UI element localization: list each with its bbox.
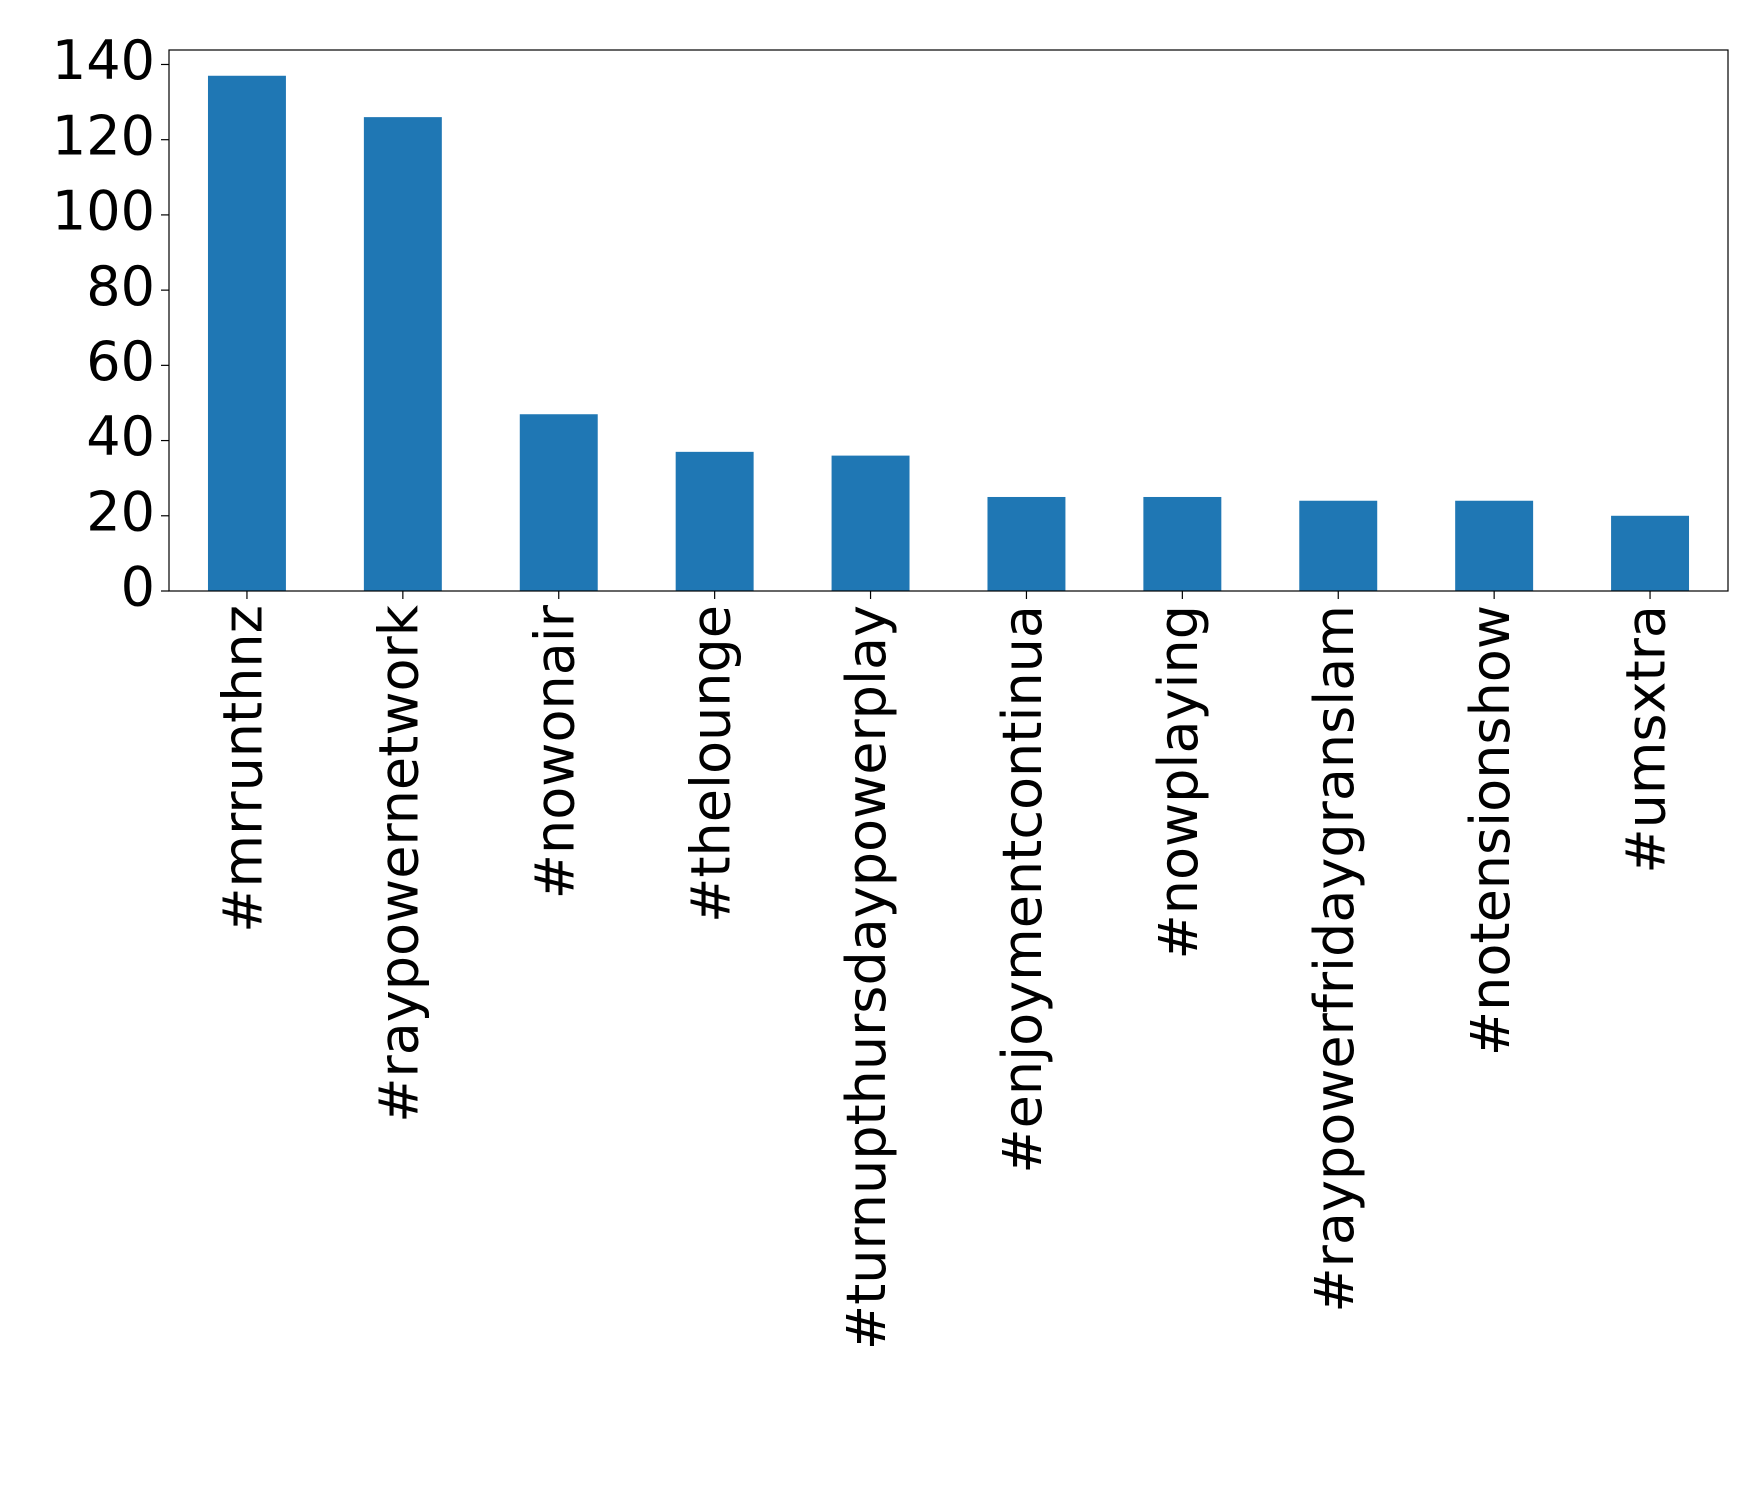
plot-frame xyxy=(168,49,1729,592)
y-tick-label: 100 xyxy=(52,180,155,243)
x-tick-label: #thelounge xyxy=(679,605,742,923)
y-tick-label: 40 xyxy=(86,405,155,468)
y-tick-label: 140 xyxy=(52,29,155,92)
bar xyxy=(1143,496,1222,591)
x-tick-label: #mrrunthnz xyxy=(212,605,275,933)
x-tick-label: #nowplaying xyxy=(1147,605,1210,960)
x-tick-label: #turnupthursdaypowerplay xyxy=(835,605,898,1350)
bar xyxy=(675,451,754,591)
bar xyxy=(363,117,442,592)
bar xyxy=(987,496,1066,591)
bar xyxy=(1455,500,1534,591)
y-tick-label: 80 xyxy=(86,255,155,318)
x-tick-label: #umsxtra xyxy=(1615,605,1678,874)
x-tick-label: #nowonair xyxy=(523,604,586,899)
bar xyxy=(519,414,598,591)
bar xyxy=(1611,515,1690,591)
x-tick-label: #notensionshow xyxy=(1459,605,1522,1056)
y-tick-label: 20 xyxy=(86,480,155,543)
x-tick-label: #raypowernetwork xyxy=(367,604,430,1122)
y-tick-label: 60 xyxy=(86,330,155,393)
y-tick-label: 0 xyxy=(121,556,155,619)
x-tick-label: #enjoymentcontinua xyxy=(991,605,1054,1174)
bar xyxy=(207,75,286,591)
bar xyxy=(831,455,910,591)
y-tick-label: 120 xyxy=(52,104,155,167)
x-tick-label: #raypowerfridaygranslam xyxy=(1303,605,1366,1313)
bar xyxy=(1299,500,1378,591)
